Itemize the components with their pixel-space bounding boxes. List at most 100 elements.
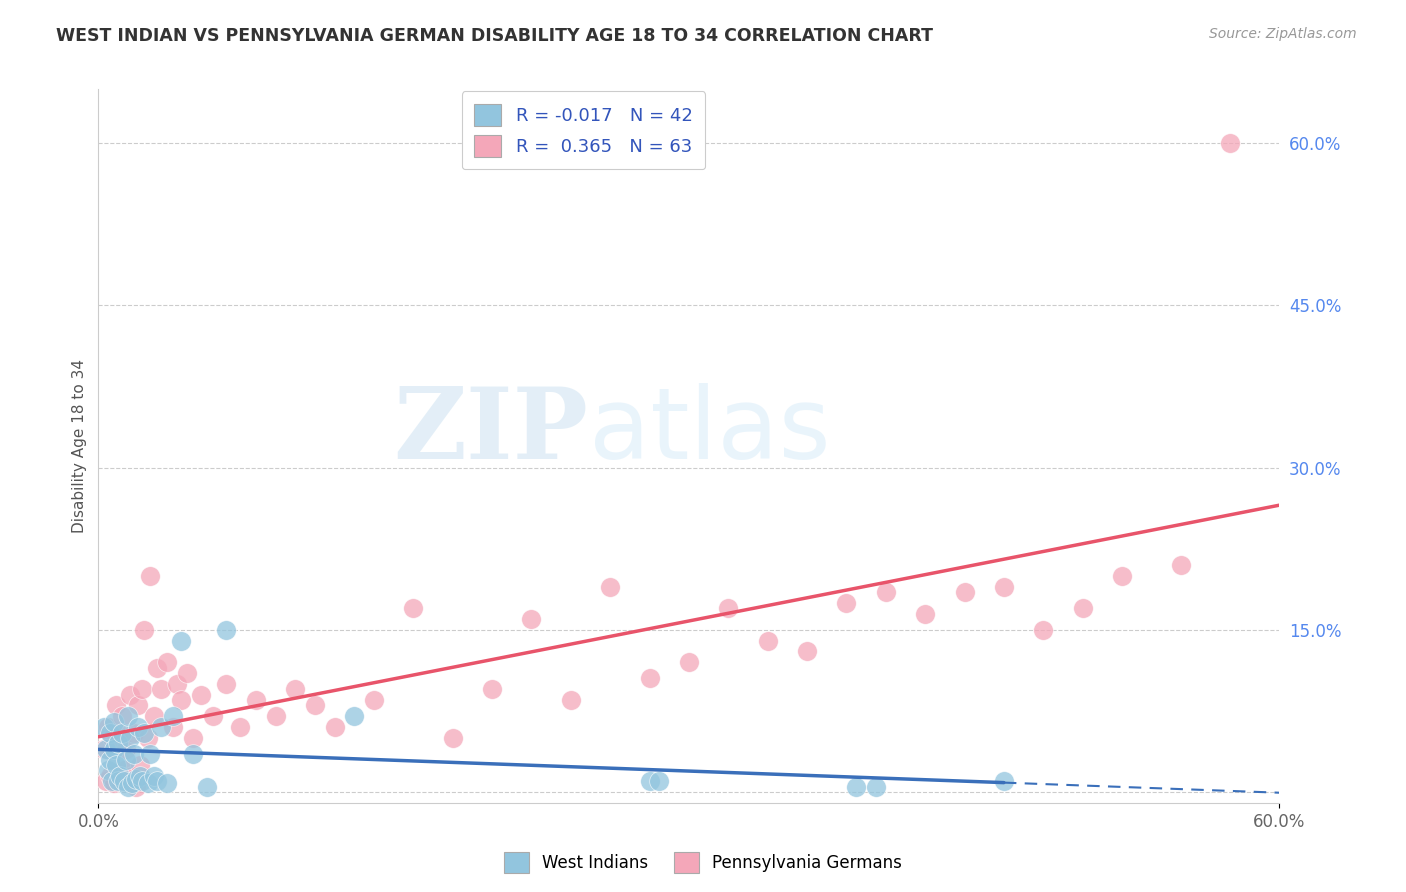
Point <box>638 774 661 789</box>
Text: atlas: atlas <box>589 384 830 480</box>
Point <box>136 776 159 790</box>
Point <box>142 709 165 723</box>
Point <box>108 774 131 789</box>
Point <box>115 753 138 767</box>
Point <box>865 780 887 794</box>
Point <box>170 693 193 707</box>
Point <box>98 753 121 767</box>
Point <box>638 672 661 686</box>
Point <box>756 633 779 648</box>
Point <box>128 769 150 783</box>
Point <box>107 736 129 750</box>
Point <box>142 769 165 783</box>
Point <box>121 769 143 783</box>
Point <box>560 693 582 707</box>
Point <box>96 774 118 789</box>
Point <box>118 688 141 702</box>
Legend: R = -0.017   N = 42, R =  0.365   N = 63: R = -0.017 N = 42, R = 0.365 N = 63 <box>461 91 706 169</box>
Point <box>195 780 218 794</box>
Point <box>107 774 129 789</box>
Point <box>122 747 145 761</box>
Point <box>111 709 134 723</box>
Point <box>678 655 700 669</box>
Point <box>229 720 252 734</box>
Point <box>138 747 160 761</box>
Point <box>150 720 173 734</box>
Text: Source: ZipAtlas.com: Source: ZipAtlas.com <box>1209 27 1357 41</box>
Point <box>112 764 135 778</box>
Point <box>993 774 1015 789</box>
Point <box>717 601 740 615</box>
Point <box>1032 623 1054 637</box>
Point <box>117 780 139 794</box>
Point <box>1170 558 1192 572</box>
Point <box>97 720 120 734</box>
Point <box>96 741 118 756</box>
Point <box>176 666 198 681</box>
Point <box>162 720 184 734</box>
Point <box>138 568 160 582</box>
Point <box>103 714 125 729</box>
Point <box>201 709 224 723</box>
Point <box>215 623 238 637</box>
Point <box>132 623 155 637</box>
Text: ZIP: ZIP <box>394 384 589 480</box>
Point <box>103 741 125 756</box>
Y-axis label: Disability Age 18 to 34: Disability Age 18 to 34 <box>72 359 87 533</box>
Point <box>304 698 326 713</box>
Point <box>156 655 179 669</box>
Point <box>181 747 204 761</box>
Point <box>131 774 153 789</box>
Point <box>150 682 173 697</box>
Point <box>97 764 120 778</box>
Point <box>648 774 671 789</box>
Point <box>108 769 131 783</box>
Point <box>1071 601 1094 615</box>
Point <box>101 731 124 745</box>
Point <box>953 585 976 599</box>
Point <box>146 774 169 789</box>
Legend: West Indians, Pennsylvania Germans: West Indians, Pennsylvania Germans <box>498 846 908 880</box>
Point <box>323 720 346 734</box>
Point <box>105 698 128 713</box>
Point <box>1219 136 1241 151</box>
Point <box>103 776 125 790</box>
Text: WEST INDIAN VS PENNSYLVANIA GERMAN DISABILITY AGE 18 TO 34 CORRELATION CHART: WEST INDIAN VS PENNSYLVANIA GERMAN DISAB… <box>56 27 934 45</box>
Point <box>121 776 143 790</box>
Point <box>98 725 121 739</box>
Point <box>136 731 159 745</box>
Point <box>190 688 212 702</box>
Point <box>127 698 149 713</box>
Point <box>914 607 936 621</box>
Point <box>162 709 184 723</box>
Point <box>125 772 148 786</box>
Point <box>796 644 818 658</box>
Point <box>875 585 897 599</box>
Point <box>520 612 543 626</box>
Point <box>441 731 464 745</box>
Point <box>481 682 503 697</box>
Point <box>845 780 868 794</box>
Point <box>131 682 153 697</box>
Point <box>125 780 148 794</box>
Point <box>245 693 267 707</box>
Point <box>112 774 135 789</box>
Point <box>215 677 238 691</box>
Point <box>835 596 858 610</box>
Point <box>993 580 1015 594</box>
Point <box>101 774 124 789</box>
Point <box>117 774 139 789</box>
Point <box>93 741 115 756</box>
Point <box>128 758 150 772</box>
Point <box>127 720 149 734</box>
Point <box>105 758 128 772</box>
Point <box>115 741 138 756</box>
Point <box>284 682 307 697</box>
Point <box>132 725 155 739</box>
Point <box>117 709 139 723</box>
Point <box>107 725 129 739</box>
Point <box>156 776 179 790</box>
Point <box>111 725 134 739</box>
Point <box>122 725 145 739</box>
Point <box>166 677 188 691</box>
